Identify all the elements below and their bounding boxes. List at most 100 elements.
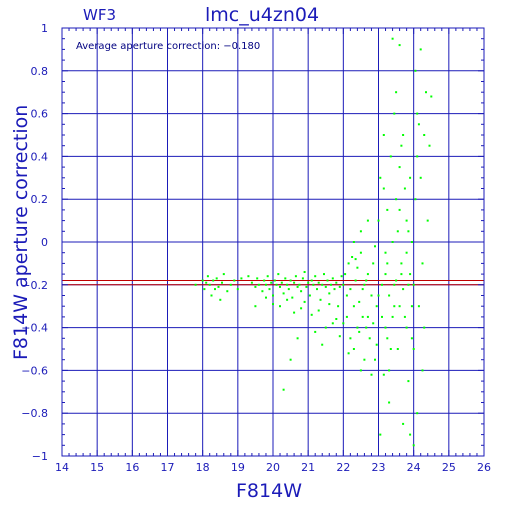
data-point — [263, 279, 266, 282]
data-point — [287, 288, 290, 291]
data-point — [275, 283, 278, 286]
data-point — [317, 309, 320, 312]
data-point — [372, 262, 375, 265]
data-point — [256, 277, 259, 280]
data-point — [398, 305, 401, 308]
data-point — [308, 294, 311, 297]
data-point — [356, 266, 359, 269]
data-point — [359, 251, 362, 254]
x-tick-label: 22 — [336, 461, 350, 474]
data-point — [314, 275, 317, 278]
data-point — [382, 187, 385, 190]
data-point — [342, 322, 345, 325]
data-point — [250, 281, 253, 284]
data-point — [407, 230, 410, 233]
data-point — [361, 288, 364, 291]
data-point — [361, 315, 364, 318]
data-point — [254, 305, 257, 308]
data-point — [257, 283, 260, 286]
data-point — [426, 219, 429, 222]
y-tick-label: 0.8 — [31, 65, 49, 78]
data-point — [284, 277, 287, 280]
data-point — [416, 112, 419, 115]
data-point — [402, 288, 405, 291]
data-point — [412, 283, 415, 286]
data-point — [400, 273, 403, 276]
x-tick-label: 25 — [442, 461, 456, 474]
data-point — [374, 245, 376, 248]
data-point — [201, 279, 204, 282]
data-point — [352, 241, 355, 243]
data-point — [365, 326, 368, 329]
data-point — [310, 313, 313, 316]
chart-title: lmc_u4zn04 — [205, 4, 320, 26]
x-tick-label: 15 — [90, 461, 104, 474]
data-point — [254, 285, 257, 288]
data-point — [375, 343, 378, 346]
data-point — [338, 335, 341, 338]
data-point — [233, 279, 236, 282]
y-tick-label: 0.2 — [31, 193, 49, 206]
data-point — [384, 273, 387, 276]
data-point — [194, 283, 197, 286]
data-point — [291, 296, 294, 299]
data-point — [396, 348, 399, 350]
data-point — [377, 294, 380, 297]
data-point — [386, 262, 389, 265]
data-point — [344, 273, 347, 276]
data-point — [326, 279, 329, 282]
data-point — [400, 262, 403, 265]
data-point — [340, 275, 343, 278]
data-point — [203, 288, 206, 291]
data-point — [391, 315, 394, 318]
data-point — [266, 275, 269, 278]
data-point — [316, 288, 318, 291]
y-tick-label: 0 — [41, 236, 48, 249]
data-point — [382, 134, 385, 136]
data-point — [247, 275, 250, 278]
data-point — [396, 230, 399, 233]
data-point — [405, 219, 408, 222]
data-point — [280, 281, 283, 284]
data-point — [402, 134, 405, 136]
data-point — [354, 279, 357, 282]
data-point — [395, 91, 398, 94]
x-tick-label: 16 — [125, 461, 139, 474]
data-point — [342, 283, 345, 286]
data-point — [206, 275, 209, 278]
data-point — [428, 144, 431, 147]
data-point — [400, 144, 403, 147]
data-point — [398, 166, 401, 169]
data-point — [425, 91, 427, 94]
data-point — [352, 305, 355, 308]
data-point — [277, 273, 280, 276]
data-point — [219, 298, 222, 301]
data-point — [412, 348, 415, 350]
data-point — [375, 305, 378, 308]
data-point — [410, 305, 413, 308]
data-point — [337, 305, 340, 308]
data-point — [409, 273, 412, 276]
x-tick-label: 17 — [161, 461, 175, 474]
data-point — [268, 288, 271, 291]
data-point — [310, 279, 313, 282]
data-point — [412, 444, 415, 447]
data-point — [358, 300, 361, 303]
data-point — [300, 290, 303, 293]
data-point — [388, 369, 391, 372]
data-point — [405, 326, 408, 329]
data-point — [370, 373, 373, 376]
data-point — [417, 123, 420, 126]
data-point — [272, 303, 274, 306]
data-point — [229, 283, 232, 286]
data-point — [423, 326, 426, 329]
data-point — [349, 288, 352, 291]
data-point — [307, 281, 310, 284]
data-point — [391, 241, 394, 243]
data-point — [335, 318, 338, 320]
data-point — [296, 285, 299, 288]
data-point — [303, 300, 306, 303]
data-point — [265, 296, 267, 299]
data-point — [419, 48, 422, 51]
